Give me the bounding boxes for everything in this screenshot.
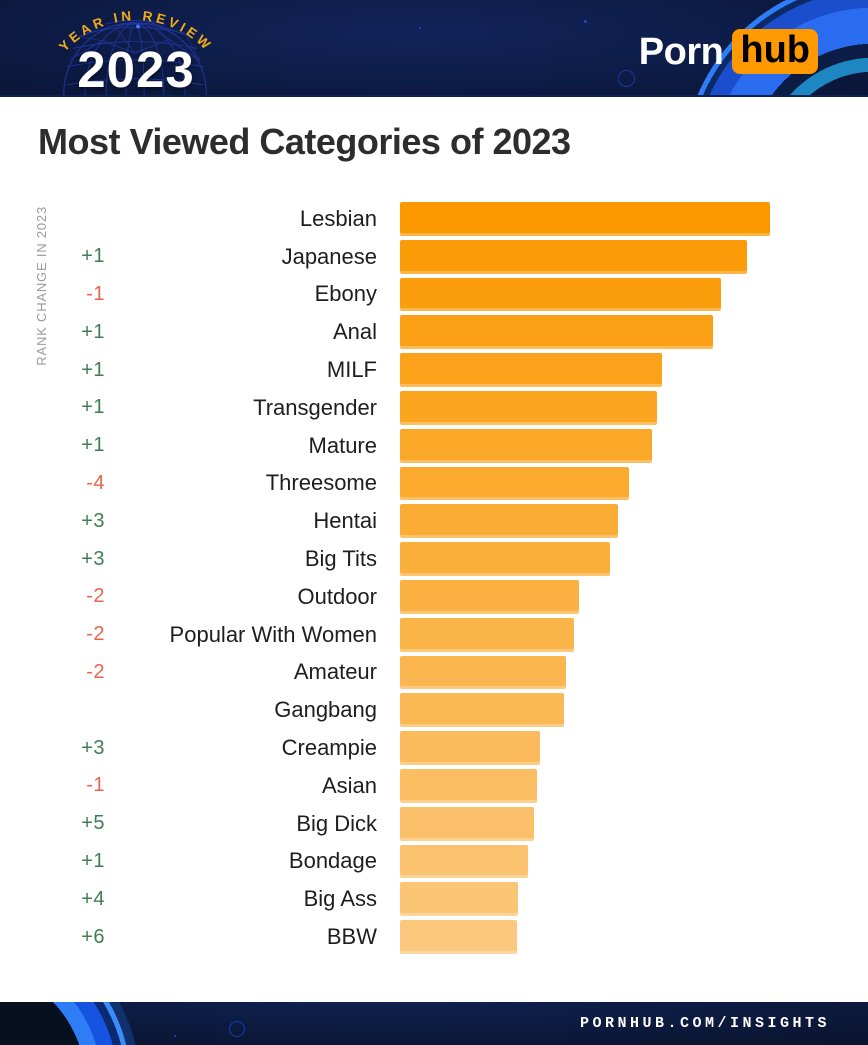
category-bar [400, 882, 518, 917]
category-label: BBW [326, 924, 377, 950]
chart-row: +3 Big Tits [0, 542, 868, 576]
header-banner: YEAR IN REVIEW 2023 Porn hub [0, 0, 868, 97]
category-label: Bondage [288, 848, 377, 874]
category-bar [400, 239, 747, 274]
category-bar [400, 693, 564, 728]
chart-rows: Lesbian +1 Japanese -1 Ebony +1 Anal +1 … [0, 202, 868, 958]
chart-row: +1 Transgender [0, 390, 868, 425]
arc-text: YEAR IN REVIEW [56, 8, 212, 54]
rank-change: +3 [81, 736, 105, 759]
category-bar [400, 806, 534, 841]
chart-row: +3 Hentai [0, 504, 868, 539]
chart-row: +1 Anal [0, 315, 868, 350]
rank-change: +1 [81, 245, 105, 268]
category-bar [400, 428, 652, 463]
category-label: Big Ass [303, 886, 377, 912]
globe-wireframe-icon [63, 19, 207, 95]
category-label: MILF [326, 357, 377, 383]
category-label: Asian [321, 772, 377, 798]
rank-change: +3 [81, 509, 105, 532]
category-label: Gangbang [274, 697, 377, 723]
category-label: Outdoor [297, 583, 378, 609]
category-label: Transgender [253, 394, 377, 420]
rank-change: +6 [81, 925, 105, 948]
category-bar [400, 920, 517, 954]
chart-row: -2 Popular With Women [0, 617, 868, 652]
category-label: Ebony [314, 281, 377, 307]
category-bar [400, 315, 713, 350]
category-bar [400, 390, 657, 425]
rank-change: -1 [86, 282, 105, 305]
chart-row: -2 Outdoor [0, 579, 868, 614]
category-bar [400, 202, 770, 236]
category-bar [400, 617, 574, 652]
decor-dot [584, 20, 587, 23]
year-in-review-badge: YEAR IN REVIEW 2023 [30, 4, 242, 97]
category-bar [400, 277, 721, 312]
category-label: Amateur [293, 659, 377, 685]
rank-change: -4 [86, 471, 105, 494]
category-bar [400, 731, 540, 765]
rank-change: +5 [81, 812, 105, 835]
category-label: Hentai [313, 508, 377, 534]
category-bar [400, 466, 629, 501]
chart-row: -2 Amateur [0, 655, 868, 690]
category-bar [400, 542, 610, 576]
category-label: Big Dick [296, 810, 377, 836]
category-bar [400, 504, 618, 539]
rank-change: +1 [81, 396, 105, 419]
rank-change: -2 [86, 585, 105, 608]
rank-change: -1 [86, 774, 105, 797]
chart-row: +4 Big Ass [0, 882, 868, 917]
logo-word-porn: Porn [638, 30, 724, 73]
category-label: Mature [308, 432, 377, 458]
chart-row: +1 MILF [0, 353, 868, 387]
category-bar [400, 579, 579, 614]
category-label: Threesome [265, 470, 377, 496]
category-bar [400, 844, 528, 879]
chart-row: -1 Asian [0, 768, 868, 803]
rank-change: -2 [86, 660, 105, 683]
category-label: Creampie [281, 735, 377, 761]
decor-dot [174, 1035, 176, 1037]
year-text: 2023 [77, 41, 195, 97]
rank-change: +1 [81, 849, 105, 872]
chart-row: Lesbian [0, 202, 868, 236]
chart-row: -1 Ebony [0, 277, 868, 312]
page-title: Most Viewed Categories of 2023 [38, 121, 571, 162]
chart-row: +1 Japanese [0, 239, 868, 274]
chart-row: +3 Creampie [0, 731, 868, 765]
rank-change: -2 [86, 623, 105, 646]
decor-ring [618, 70, 635, 87]
chart-row: +1 Mature [0, 428, 868, 463]
chart-row: +6 BBW [0, 920, 868, 954]
category-bar [400, 768, 537, 803]
corner-swoosh-decoration [0, 1002, 230, 1045]
chart-row: Gangbang [0, 693, 868, 728]
chart-row: -4 Threesome [0, 466, 868, 501]
logo-word-hub: hub [732, 29, 818, 74]
rank-change: +1 [81, 358, 105, 381]
category-label: Japanese [281, 243, 377, 269]
footer-url: PORNHUB.COM/INSIGHTS [579, 1015, 830, 1032]
footer-banner: PORNHUB.COM/INSIGHTS [0, 1002, 868, 1045]
category-label: Popular With Women [169, 621, 377, 647]
decor-ring [229, 1021, 245, 1037]
decor-dot [419, 27, 421, 29]
chart-row: +1 Bondage [0, 844, 868, 879]
category-label: Lesbian [299, 205, 377, 231]
category-bar [400, 655, 566, 690]
rank-change: +4 [81, 887, 105, 910]
chart-row: +5 Big Dick [0, 806, 868, 841]
rank-change: +1 [81, 320, 105, 343]
pornhub-logo: Porn hub [639, 29, 818, 74]
category-bar [400, 353, 662, 387]
rank-change: +1 [81, 434, 105, 457]
category-label: Anal [332, 319, 377, 345]
rank-change: +3 [81, 547, 105, 570]
category-label: Big Tits [304, 546, 377, 572]
